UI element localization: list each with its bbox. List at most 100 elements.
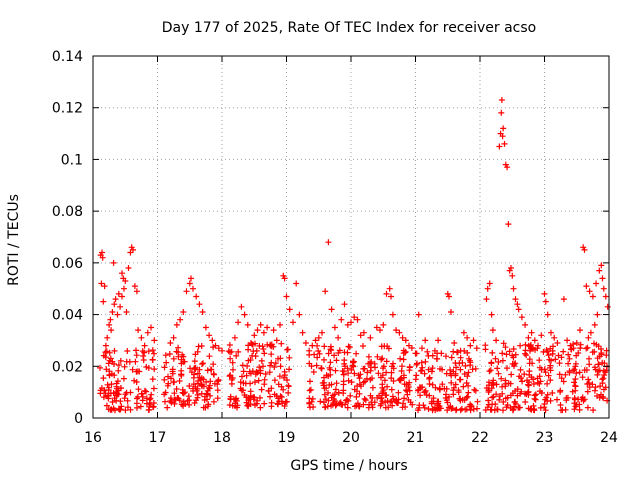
data-point (212, 342, 219, 349)
data-point (252, 379, 258, 386)
data-point (412, 376, 419, 383)
data-point (599, 275, 606, 282)
data-point (381, 343, 388, 350)
data-point (191, 358, 198, 365)
data-point (110, 390, 117, 396)
data-point (105, 360, 112, 367)
data-point (528, 406, 535, 413)
data-point (149, 376, 156, 383)
data-point (109, 399, 116, 405)
data-point (352, 403, 358, 410)
data-point (119, 270, 125, 277)
data-point (133, 288, 140, 295)
data-point (175, 344, 182, 351)
data-point (322, 396, 329, 403)
data-point (99, 254, 106, 261)
data-point (460, 383, 467, 390)
data-point (444, 399, 451, 406)
data-point (252, 402, 258, 409)
data-point (111, 301, 118, 308)
data-point (518, 388, 525, 395)
x-tick-label: 16 (84, 430, 102, 446)
data-point (326, 364, 333, 371)
data-point (426, 374, 433, 381)
data-point (379, 355, 386, 362)
data-point (527, 342, 534, 348)
data-point (187, 365, 194, 372)
data-point (286, 354, 293, 361)
axis-ticks: 16 17 18 19 20 21 22 23 24 0 0.02 0.04 0.06 0.08 0.1 0.… (52, 49, 618, 446)
data-point (599, 393, 606, 400)
data-point (379, 381, 386, 388)
data-point (124, 404, 131, 411)
data-point (229, 359, 236, 366)
data-point (485, 401, 492, 408)
data-point (130, 246, 136, 253)
data-point (251, 332, 258, 339)
data-point (178, 356, 185, 363)
y-axis-label: ROTI / TECUs (6, 194, 22, 286)
data-point (500, 407, 506, 414)
data-point (586, 384, 593, 391)
data-point (344, 396, 351, 403)
data-point (492, 401, 499, 408)
data-point (106, 321, 113, 328)
data-point (268, 343, 275, 350)
data-point (414, 360, 420, 367)
data-point (101, 283, 108, 290)
data-point (602, 293, 609, 300)
data-point (261, 350, 268, 357)
data-point (362, 397, 369, 404)
data-point (431, 347, 438, 354)
data-point (488, 406, 495, 413)
data-point (315, 334, 322, 341)
data-point (465, 369, 472, 376)
data-point (243, 372, 250, 379)
data-point (102, 354, 109, 361)
data-point (178, 371, 185, 378)
data-point (465, 389, 472, 396)
data-point (238, 303, 245, 310)
data-point (426, 392, 433, 399)
data-point (247, 380, 254, 387)
data-point (468, 402, 475, 409)
data-point (522, 321, 529, 328)
data-point (532, 391, 539, 398)
data-point (367, 392, 374, 399)
data-point (198, 382, 205, 389)
data-point (214, 395, 221, 402)
data-point (524, 377, 531, 384)
data-point (141, 342, 148, 349)
data-point (592, 366, 599, 373)
data-point (369, 384, 376, 391)
data-point (189, 385, 196, 392)
data-point (498, 97, 505, 103)
data-point (267, 393, 273, 400)
data-point (170, 355, 177, 362)
data-point (396, 329, 403, 336)
data-point (117, 398, 124, 405)
data-point (271, 391, 278, 398)
data-point (148, 391, 155, 398)
data-point (498, 375, 505, 382)
data-point (111, 361, 117, 367)
data-point (448, 309, 454, 315)
data-point (576, 369, 583, 376)
data-point (206, 332, 213, 339)
data-point (489, 394, 496, 401)
data-point (374, 353, 381, 360)
data-point (439, 381, 446, 388)
data-point (257, 321, 264, 328)
data-point (388, 293, 394, 300)
data-point (395, 389, 402, 396)
data-point (515, 306, 522, 313)
data-point (399, 363, 405, 370)
data-point (402, 348, 409, 355)
data-point (106, 357, 113, 364)
data-point (198, 343, 205, 349)
data-point (120, 375, 127, 382)
data-point (378, 400, 385, 407)
data-point (134, 395, 140, 402)
data-point (587, 329, 594, 336)
data-point (393, 327, 400, 334)
